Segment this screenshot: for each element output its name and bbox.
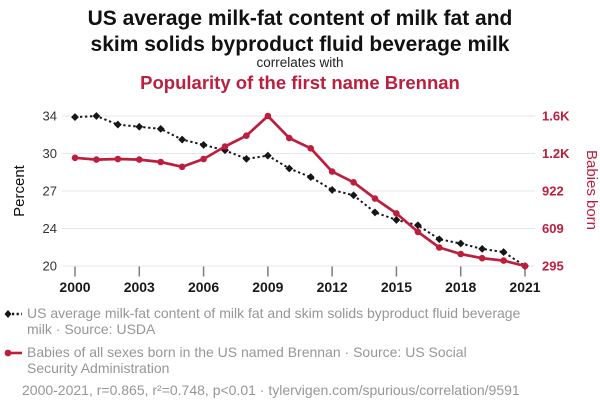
svg-text:609: 609 bbox=[542, 221, 564, 236]
svg-text:922: 922 bbox=[542, 184, 564, 199]
svg-text:2003: 2003 bbox=[124, 279, 155, 295]
svg-text:2000: 2000 bbox=[59, 279, 90, 295]
legend-item-brennan: Babies of all sexes born in the US named… bbox=[4, 344, 467, 376]
chart-subtitle: Popularity of the first name Brennan bbox=[140, 72, 460, 93]
series-brennan bbox=[71, 112, 529, 270]
svg-text:295: 295 bbox=[542, 259, 564, 274]
correlates-with-label: correlates with bbox=[256, 55, 344, 70]
gridlines bbox=[62, 115, 535, 267]
axis-tick-labels: 34 1.6K 30 1.2K 27 922 24 609 20 295 bbox=[43, 109, 571, 274]
svg-text:2012: 2012 bbox=[317, 279, 348, 295]
svg-text:30: 30 bbox=[43, 146, 57, 161]
chart-title: US average milk-fat content of milk fat … bbox=[87, 7, 513, 56]
brennan-series-marker-icon bbox=[4, 349, 22, 357]
right-axis-title: Babies born bbox=[583, 150, 600, 230]
svg-text:2018: 2018 bbox=[445, 279, 476, 295]
legend-item-milk: US average milk-fat content of milk fat … bbox=[4, 305, 520, 337]
stats-footer: 2000-2021, r=0.865, r²=0.748, p<0.01 · t… bbox=[22, 382, 520, 398]
x-axis: 2000 2003 2006 2009 2012 2015 2018 2021 bbox=[59, 266, 541, 295]
svg-text:2006: 2006 bbox=[188, 279, 219, 295]
svg-text:2009: 2009 bbox=[252, 279, 283, 295]
svg-text:34: 34 bbox=[43, 109, 57, 124]
svg-text:2021: 2021 bbox=[509, 279, 540, 295]
left-axis-title: Percent bbox=[11, 164, 28, 217]
svg-text:20: 20 bbox=[43, 259, 57, 274]
legend-label-milk: US average milk-fat content of milk fat … bbox=[27, 305, 521, 337]
svg-text:24: 24 bbox=[43, 221, 57, 236]
svg-text:1.6K: 1.6K bbox=[542, 109, 570, 124]
svg-text:1.2K: 1.2K bbox=[542, 146, 570, 161]
legend-label-brennan: Babies of all sexes born in the US named… bbox=[27, 344, 467, 376]
milk-series-marker-icon bbox=[4, 310, 22, 318]
svg-text:2015: 2015 bbox=[381, 279, 412, 295]
svg-text:27: 27 bbox=[43, 184, 57, 199]
series-milk-fat bbox=[71, 112, 529, 270]
